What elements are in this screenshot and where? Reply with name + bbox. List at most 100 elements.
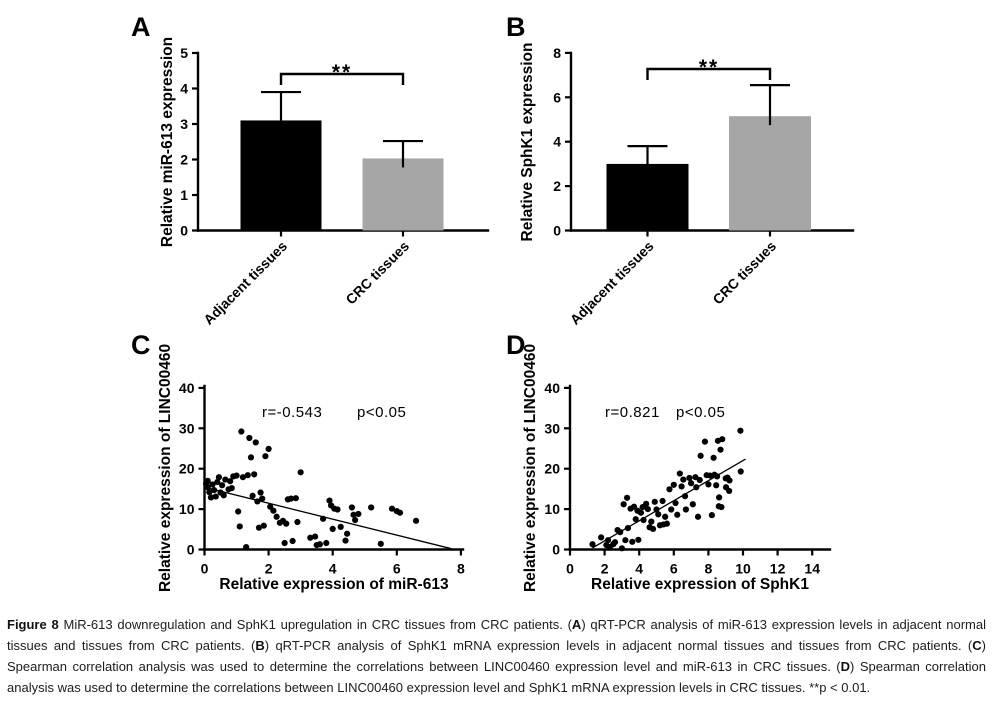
scatter-point — [726, 487, 733, 495]
x-tick-label: 4 — [329, 561, 337, 577]
scatter-point — [674, 511, 681, 518]
scatter-point — [655, 511, 662, 518]
scatter-point — [236, 523, 243, 530]
scatter-point — [623, 494, 631, 501]
x-tick-label: 8 — [457, 561, 465, 577]
scatter-point — [696, 476, 703, 484]
panel-c-xlabel: Relative expression of miR-613 — [219, 576, 449, 593]
y-tick-label: 10 — [544, 501, 560, 517]
panel-a-ylabel: Relative miR-613 expression — [159, 37, 176, 247]
scatter-point — [678, 483, 685, 490]
scatter-point — [640, 516, 647, 524]
panel-c-r-value: r=-0.543 — [262, 404, 322, 421]
panel-label-b: B — [506, 12, 526, 42]
scatter-point — [287, 495, 295, 502]
y-tick-label: 3 — [180, 116, 188, 132]
bar — [362, 158, 444, 231]
scatter-point — [235, 508, 242, 515]
scatter-point — [701, 438, 709, 445]
scatter-point — [718, 503, 725, 511]
y-tick-label: 30 — [544, 420, 560, 436]
scatter-point — [644, 506, 651, 513]
scatter-point — [659, 497, 666, 505]
scatter-point — [694, 513, 702, 520]
scatter-point — [622, 537, 629, 544]
scatter-point — [653, 506, 660, 513]
scatter-point — [637, 509, 645, 516]
scatter-point — [273, 513, 280, 520]
scatter-point — [247, 454, 255, 461]
scatter-point — [388, 505, 396, 512]
y-tick-label: 1 — [180, 187, 188, 203]
scatter-point — [233, 472, 240, 479]
scatter-point — [726, 477, 733, 484]
scatter-point — [219, 482, 226, 489]
x-tick-label: 0 — [566, 561, 574, 577]
x-tick-label: 10 — [735, 561, 751, 577]
x-tick-label: 8 — [705, 561, 713, 577]
significance-bracket — [279, 72, 405, 85]
scatter-point — [344, 530, 351, 537]
scatter-point — [689, 501, 696, 508]
scatter-point — [672, 499, 679, 507]
y-tick-label: 10 — [179, 501, 195, 517]
scatter-point — [598, 534, 605, 541]
scatter-point — [693, 484, 700, 491]
scatter-point — [207, 494, 215, 501]
scatter-point — [260, 522, 267, 529]
scatter-point — [334, 506, 341, 513]
bar — [606, 163, 689, 231]
y-tick-label: 20 — [544, 461, 560, 477]
scatter-point — [311, 533, 319, 540]
scatter-point — [624, 524, 632, 532]
scatter-point — [604, 537, 612, 544]
scatter-point — [316, 541, 323, 548]
y-tick-label: 0 — [187, 542, 195, 558]
y-tick-label: 6 — [553, 89, 561, 105]
scatter-point — [618, 545, 626, 552]
scatter-point — [635, 536, 642, 543]
scatter-point — [686, 474, 693, 482]
scatter-point — [254, 498, 261, 505]
y-tick-label: 0 — [180, 223, 188, 239]
scatter-point — [737, 468, 744, 475]
scatter-point — [676, 470, 683, 477]
scatter-point — [238, 428, 245, 435]
scatter-point — [243, 543, 250, 551]
scatter-point — [697, 452, 704, 459]
scatter-point — [255, 524, 263, 531]
scatter-point — [246, 434, 253, 442]
scatter-point — [663, 520, 670, 527]
significance-bracket — [646, 67, 772, 80]
scatter-point — [252, 439, 259, 446]
scatter-point — [204, 484, 211, 491]
panel-b-ylabel: Relative SphK1 expression — [519, 43, 536, 242]
panel-label-d: D — [506, 330, 526, 360]
category-label: CRC tissues — [709, 238, 779, 308]
scatter-point — [688, 480, 695, 487]
category-label: Adjacent tissues — [200, 238, 290, 328]
scatter-point — [643, 500, 650, 507]
scatter-point — [262, 453, 269, 460]
scatter-point — [220, 492, 227, 499]
y-tick-label: 8 — [553, 45, 561, 61]
scatter-point — [352, 516, 359, 524]
y-tick-label: 4 — [553, 134, 561, 150]
scatter-point — [713, 473, 721, 480]
scatter-point — [342, 537, 349, 544]
y-tick-label: 30 — [179, 420, 195, 436]
scatter-point — [668, 506, 675, 513]
y-tick-label: 5 — [180, 45, 188, 61]
scatter-point — [589, 541, 596, 548]
panel-c-ylabel: Relative expression of LINC00460 — [157, 344, 174, 592]
panel-d-r-value: r=0.821 — [605, 404, 660, 421]
scatter-point — [648, 518, 655, 525]
scatter-point — [737, 427, 744, 434]
scatter-point — [681, 493, 689, 500]
scatter-point — [326, 497, 333, 504]
scatter-point — [206, 489, 213, 496]
scatter-point — [412, 517, 420, 524]
panel-c-p-value: p<0.05 — [357, 404, 406, 421]
scatter-point — [629, 538, 636, 545]
